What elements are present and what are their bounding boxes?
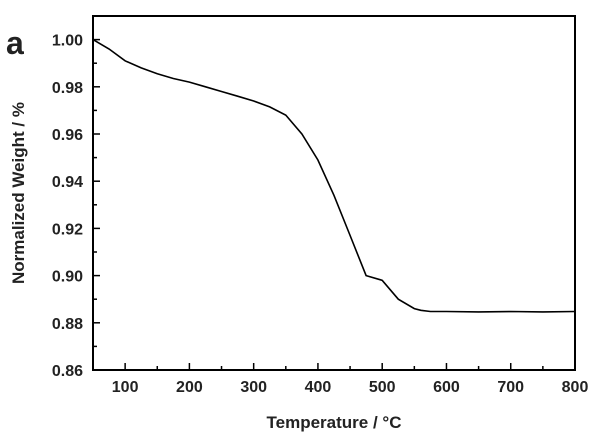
y-tick-label: 0.94 [52,174,83,191]
axis-ticks [92,38,576,371]
x-tick-label: 500 [369,379,396,396]
y-tick-label: 0.98 [52,80,83,97]
plot-frame [92,15,576,371]
y-tick-label: 0.88 [52,316,83,333]
y-tick-labels: 0.86 0.88 0.90 0.92 0.94 0.96 0.98 1.00 [52,33,83,380]
y-tick-label: 0.86 [52,363,83,380]
y-tick-label: 1.00 [52,33,83,50]
x-tick-labels: 100 200 300 400 500 600 700 800 [112,379,589,396]
x-tick-label: 100 [112,379,139,396]
y-tick-label: 0.90 [52,269,83,286]
x-axis-label: Temperature / °C [267,413,402,432]
x-tick-label: 200 [176,379,203,396]
weight-curve [92,38,576,313]
x-tick-label: 700 [497,379,524,396]
y-axis-label: Normalized Weight / % [9,102,28,284]
y-tick-label: 0.92 [52,221,83,238]
x-tick-label: 400 [305,379,332,396]
x-tick-label: 600 [433,379,460,396]
x-tick-label: 800 [562,379,589,396]
y-tick-label: 0.96 [52,127,83,144]
panel-label: a [6,25,24,61]
x-tick-label: 300 [240,379,267,396]
